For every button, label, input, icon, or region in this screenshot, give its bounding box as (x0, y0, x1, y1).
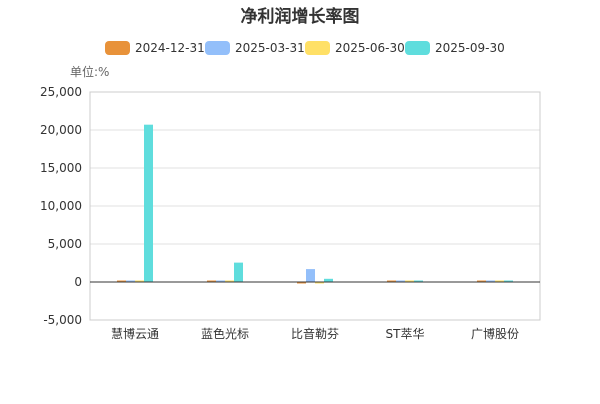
legend-swatch (405, 41, 430, 55)
bar[interactable] (405, 280, 414, 283)
legend-swatch (305, 41, 330, 55)
legend-swatch (205, 41, 230, 55)
bar[interactable] (495, 280, 504, 283)
unit-label: 单位:% (70, 64, 109, 79)
x-tick-label: 比音勒芬 (291, 326, 339, 341)
bar[interactable] (234, 262, 243, 282)
bar[interactable] (126, 280, 135, 283)
bar[interactable] (504, 280, 513, 283)
y-tick-label: 20,000 (40, 123, 82, 137)
y-tick-label: -5,000 (43, 313, 82, 327)
legend-label: 2025-06-30 (335, 41, 405, 55)
x-tick-label: 慧博云通 (111, 326, 159, 341)
bar[interactable] (135, 280, 144, 283)
y-tick-label: 5,000 (48, 237, 82, 251)
legend-label: 2025-03-31 (235, 41, 305, 55)
legend-label: 2024-12-31 (135, 41, 205, 55)
y-axis: -5,000 0 5,000 10,000 15,000 20,000 25,000 (40, 85, 82, 327)
bar[interactable] (144, 124, 153, 283)
y-tick-label: 15,000 (40, 161, 82, 175)
x-tick-label: ST萃华 (386, 327, 425, 341)
bar[interactable] (216, 280, 225, 283)
bar[interactable] (225, 280, 234, 283)
chart-title: 净利润增长率图 (241, 6, 360, 27)
plot-frame (89, 91, 541, 321)
bar[interactable] (414, 280, 423, 283)
bar[interactable] (306, 269, 315, 282)
bar[interactable] (297, 282, 306, 284)
legend-swatch (105, 41, 130, 55)
legend-label: 2025-09-30 (435, 41, 505, 55)
bars (117, 124, 513, 284)
bar[interactable] (315, 282, 324, 284)
legend-item[interactable]: 2025-06-30 (305, 41, 405, 55)
legend-item[interactable]: 2025-09-30 (405, 41, 505, 55)
x-tick-label: 蓝色光标 (201, 327, 249, 341)
bar[interactable] (207, 280, 216, 283)
y-tick-label: 0 (74, 275, 82, 289)
bar[interactable] (396, 280, 405, 283)
bar[interactable] (117, 280, 126, 283)
grid (89, 91, 541, 321)
x-axis: 慧博云通 蓝色光标 比音勒芬 ST萃华 广博股份 (90, 281, 540, 341)
x-tick-label: 广博股份 (471, 326, 519, 341)
legend-item[interactable]: 2025-03-31 (205, 41, 305, 55)
y-tick-label: 25,000 (40, 85, 82, 99)
bar[interactable] (387, 280, 396, 283)
y-tick-label: 10,000 (40, 199, 82, 213)
bar[interactable] (477, 280, 486, 283)
bar[interactable] (324, 278, 333, 282)
legend-item[interactable]: 2024-12-31 (105, 41, 205, 55)
bar[interactable] (486, 280, 495, 283)
legend[interactable]: 2024-12-31 2025-03-31 2025-06-30 2025-09-30 (105, 41, 505, 55)
